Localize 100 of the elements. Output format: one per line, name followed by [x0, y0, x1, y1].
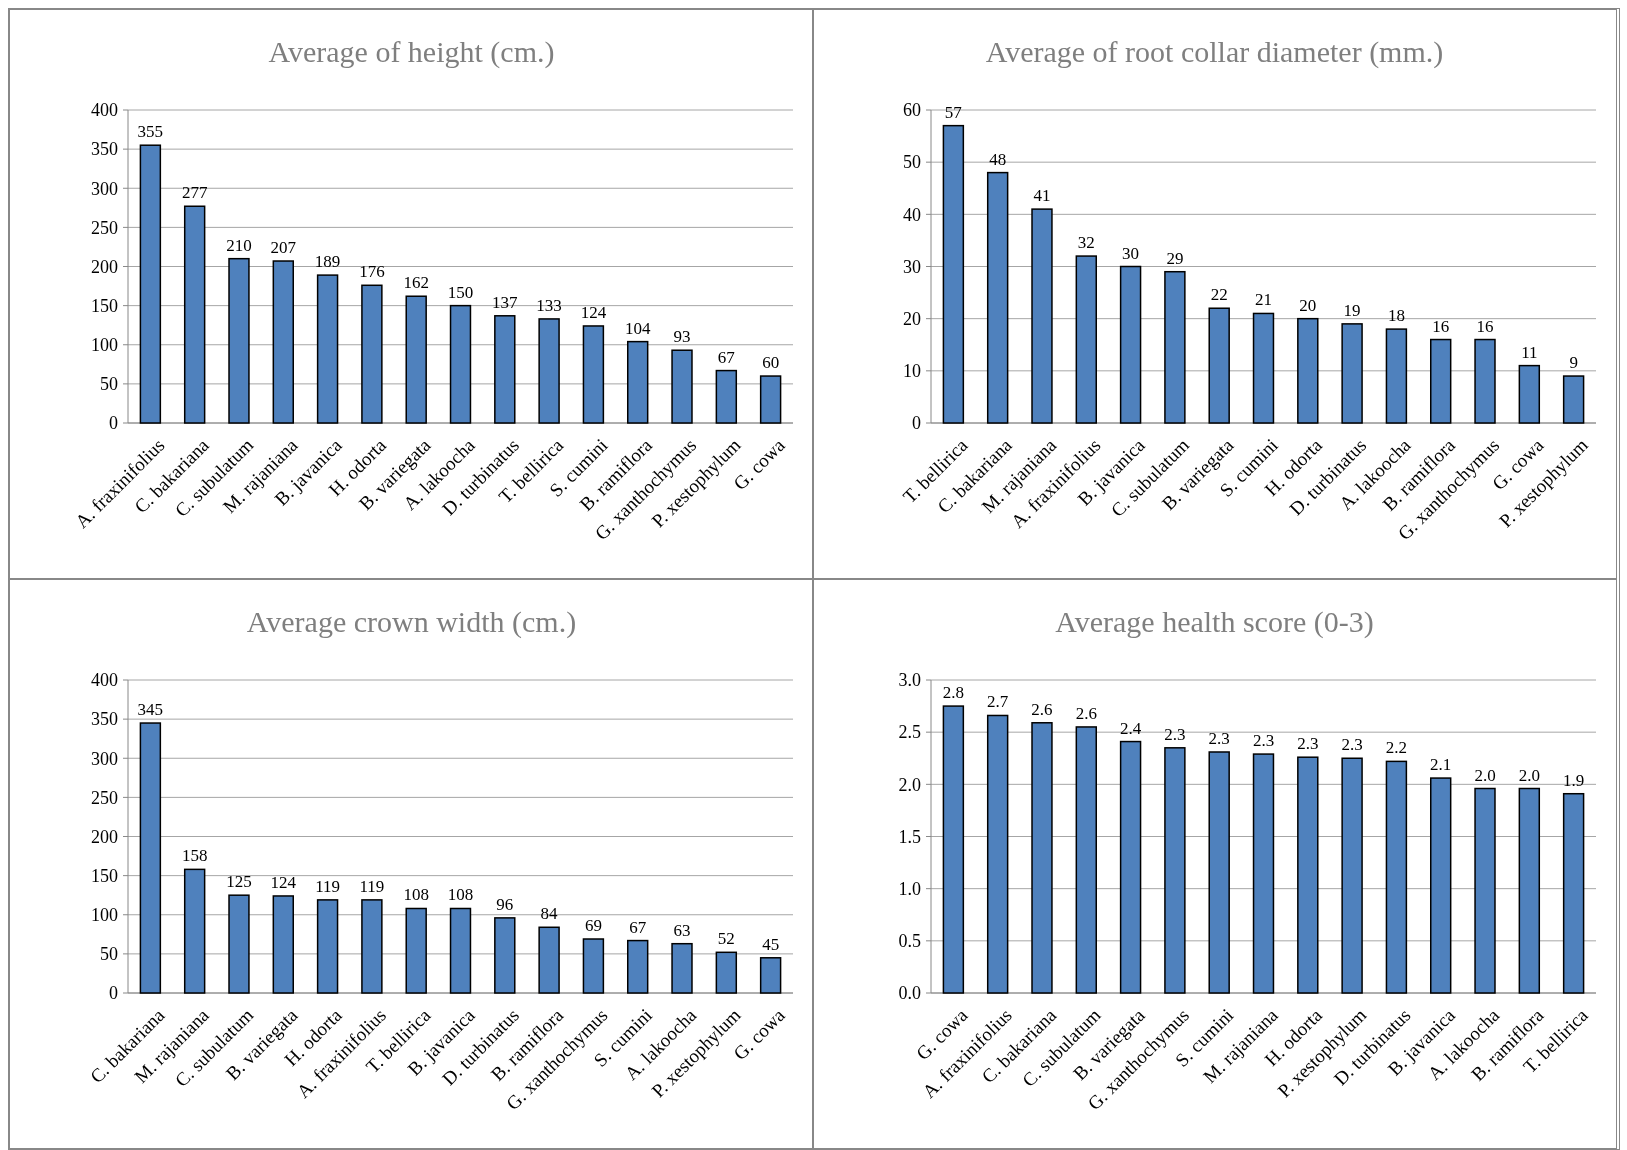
bar	[1562, 375, 1585, 424]
bar	[1031, 722, 1053, 994]
data-label: 108	[403, 885, 429, 905]
bar	[1474, 787, 1496, 994]
y-tick-label: 0	[109, 413, 118, 434]
bar	[1341, 323, 1363, 424]
bar	[671, 942, 693, 994]
bar	[1474, 338, 1496, 424]
bar	[1252, 753, 1275, 994]
data-label: 104	[624, 318, 651, 338]
bar	[1208, 307, 1230, 424]
data-label: 162	[403, 273, 429, 293]
data-label: 137	[492, 292, 519, 312]
bar	[942, 124, 965, 424]
data-label: 57	[944, 102, 963, 122]
bar	[627, 939, 649, 994]
bar	[942, 705, 965, 994]
data-label: 150	[447, 282, 474, 302]
bar	[449, 907, 472, 994]
bar	[316, 899, 339, 994]
chart-title: Average of root collar diameter (mm.)	[985, 35, 1444, 69]
y-tick-label: 40	[903, 204, 921, 225]
data-label: 32	[1077, 233, 1095, 253]
data-label: 355	[137, 122, 164, 142]
y-tick-label: 150	[91, 865, 118, 886]
bar	[1341, 757, 1363, 994]
bar	[759, 375, 782, 424]
bar	[1562, 792, 1585, 994]
y-tick-label: 250	[91, 787, 118, 808]
bar	[1518, 364, 1541, 424]
bar	[1031, 208, 1053, 424]
y-tick-label: 3.0	[898, 670, 921, 691]
data-label: 2.3	[1252, 731, 1275, 751]
bar	[1297, 756, 1319, 994]
y-tick-label: 300	[91, 178, 118, 199]
bar	[405, 295, 427, 424]
y-tick-label: 2.5	[898, 722, 921, 743]
bar	[228, 894, 250, 994]
data-label: 84	[540, 904, 559, 924]
data-label: 16	[1432, 316, 1450, 336]
data-label: 2.4	[1119, 718, 1142, 738]
data-label: 2.6	[1075, 703, 1097, 723]
data-label: 45	[762, 934, 780, 954]
bar	[405, 907, 427, 994]
bar	[1208, 751, 1230, 994]
bar	[183, 205, 206, 424]
y-tick-label: 30	[903, 256, 921, 277]
bar	[139, 144, 162, 424]
data-label: 124	[580, 302, 607, 322]
bar	[1518, 787, 1541, 994]
y-tick-label: 2.0	[898, 774, 921, 795]
data-label: 119	[315, 876, 341, 896]
data-label: 207	[270, 238, 297, 258]
data-label: 41	[1033, 186, 1051, 206]
data-label: 2.3	[1341, 735, 1363, 755]
data-label: 69	[584, 916, 602, 936]
bar	[538, 318, 560, 424]
data-label: 60	[762, 353, 780, 373]
bar	[139, 722, 162, 994]
data-label: 9	[1569, 353, 1578, 373]
bar	[1430, 338, 1452, 424]
bar	[582, 938, 605, 994]
y-tick-label: 0	[109, 983, 118, 1004]
bar	[715, 369, 738, 424]
y-tick-label: 300	[91, 748, 118, 769]
y-tick-label: 200	[91, 826, 118, 847]
data-label: 30	[1122, 243, 1140, 263]
data-label: 210	[226, 235, 252, 255]
bar	[1119, 740, 1142, 994]
data-label: 67	[629, 917, 647, 937]
bar	[1164, 270, 1186, 424]
chart-title: Average of height (cm.)	[268, 35, 555, 69]
y-tick-label: 250	[91, 217, 118, 238]
bar	[228, 257, 250, 424]
y-tick-label: 0.0	[898, 983, 921, 1004]
y-tick-label: 1.5	[898, 826, 921, 847]
data-label: 52	[717, 929, 735, 949]
bar	[986, 171, 1009, 424]
data-label: 29	[1166, 248, 1184, 268]
data-label: 2.3	[1297, 734, 1319, 754]
data-label: 22	[1210, 285, 1228, 305]
data-label: 1.9	[1563, 770, 1585, 790]
data-label: 119	[359, 876, 385, 896]
bar	[986, 714, 1009, 994]
y-tick-label: 150	[91, 295, 118, 316]
bar	[449, 304, 472, 424]
bar	[494, 917, 516, 994]
bar	[1075, 726, 1097, 994]
y-tick-label: 400	[91, 670, 118, 691]
data-label: 2.7	[987, 692, 1009, 712]
data-label: 108	[447, 885, 474, 905]
data-label: 345	[137, 700, 164, 720]
chart-title: Average health score (0-3)	[1055, 605, 1374, 639]
y-tick-label: 350	[91, 139, 118, 160]
data-label: 2.2	[1385, 738, 1408, 758]
data-label: 63	[673, 920, 691, 940]
y-tick-label: 50	[903, 152, 921, 173]
bar	[272, 895, 294, 994]
bar	[538, 926, 560, 994]
bar	[1297, 317, 1319, 424]
